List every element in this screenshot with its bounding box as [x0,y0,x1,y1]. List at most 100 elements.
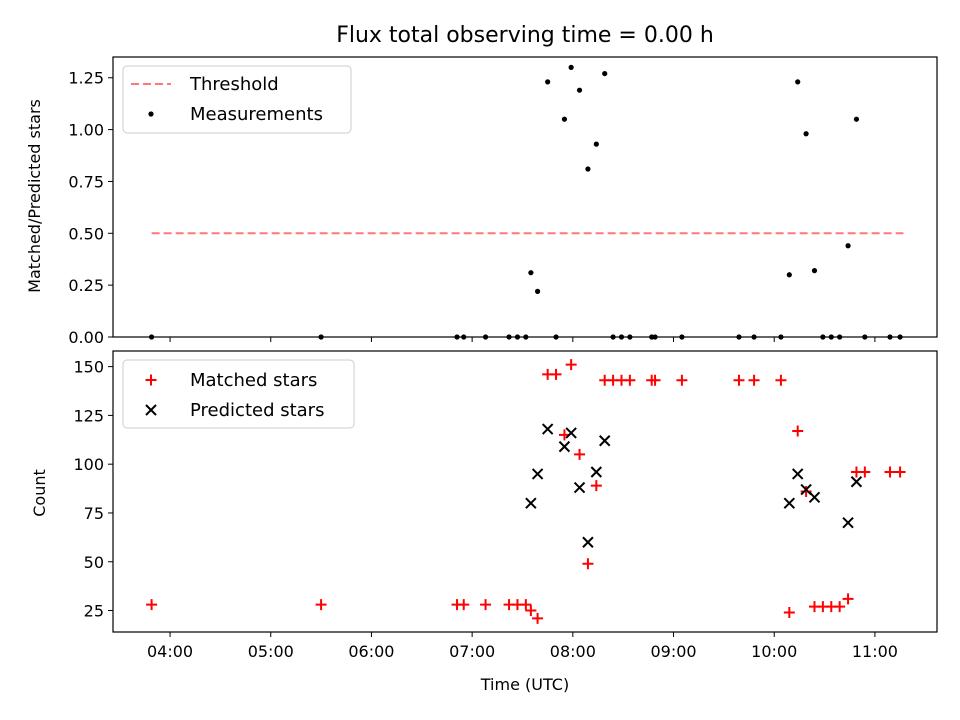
measurement-point [506,334,512,340]
measurement-point [523,334,529,340]
measurement-point [482,334,489,340]
matched-star-point [676,374,688,386]
measurement-point [778,334,784,340]
measurement-point [561,116,568,122]
y-tick-label: 25 [84,602,104,621]
matched-star-point [775,374,787,386]
top-chart-title: Flux total observing time = 0.00 h [336,23,714,48]
measurement-point [602,70,608,77]
bottom-chart-ylabel: Count [30,469,49,517]
predicted-star-point [565,427,577,439]
legend-threshold-label: Threshold [189,74,279,95]
measurement-point [568,64,574,70]
matched-star-point [582,558,594,570]
matched-star-point [733,374,745,386]
measurement-point [534,288,541,294]
measurement-point [751,334,757,340]
legend-measurements-label: Measurements [190,104,323,125]
y-tick-label: 50 [84,553,104,572]
measurement-point [795,79,801,85]
y-tick-label: 1.00 [68,121,104,140]
matched-star-point [894,466,906,478]
legend-matched-swatch [145,374,157,386]
measurement-point [811,268,818,274]
measurement-point [514,334,521,340]
x-tick-label: 04:00 [147,642,193,661]
measurement-point [553,334,559,340]
y-tick-label: 75 [84,504,104,523]
matched-star-point [315,599,327,611]
top-legend-box [122,65,352,134]
measurement-point [528,270,534,276]
measurement-point [837,334,843,340]
x-tick-label: 05:00 [248,642,294,661]
matched-star-point [574,448,586,460]
measurement-point [627,334,633,340]
matched-star-point [520,599,532,611]
measurement-point [652,334,658,340]
legend-predicted-label: Predicted stars [190,400,324,421]
matched-star-point [783,606,795,618]
measurement-point [585,166,591,172]
predicted-star-point [850,476,863,488]
legend-predicted-swatch [145,404,157,416]
measurement-point [887,334,893,340]
measurement-point [618,334,625,340]
predicted-star-point [525,497,537,509]
predicted-star-point [558,440,571,453]
measurement-point [736,334,742,340]
matched-star-point [525,605,537,617]
matched-star-point [565,359,577,371]
matched-star-point [480,599,492,611]
predicted-star-point [590,466,603,478]
matched-star-point [458,599,470,611]
y-tick-label: 0.00 [68,328,104,347]
measurement-point [610,334,616,340]
measurement-point [786,272,792,278]
x-tick-label: 09:00 [650,642,696,661]
measurement-point [820,334,826,340]
predicted-star-point [599,435,611,447]
matched-star-point [532,612,544,624]
matched-star-point [550,368,562,380]
matched-star-point [884,466,896,478]
x-tick-label: 08:00 [550,642,596,661]
legend-measurements-swatch [148,111,154,117]
y-tick-label: 150 [73,358,104,377]
bottom-plot-area: 25 50 75 100 125 150 04:00 05:00 06:00 07:00 08:00… [73,350,938,661]
plot-frame [112,350,938,633]
matched-star-point [146,599,158,611]
measurement-point [862,334,868,340]
x-tick-label: 06:00 [348,642,394,661]
x-tick-label: 11:00 [852,642,898,661]
predicted-star-point [808,491,821,504]
measurement-point [897,334,903,340]
y-tick-label: 1.25 [68,69,104,88]
y-tick-label: 0.25 [68,276,104,295]
measurement-point [828,334,834,340]
top-plot-area: 0.00 0.25 0.50 0.75 1.00 1.25 Threshold Measure… [68,56,938,347]
matched-star-point [649,374,661,386]
measurement-point [318,334,324,340]
matched-star-point [842,593,854,605]
y-tick-label: 125 [73,406,104,425]
predicted-star-point [573,481,586,494]
matched-star-point [834,601,846,613]
matched-star-point [792,425,804,437]
matched-star-point [624,374,636,386]
legend-matched-label: Matched stars [190,370,317,391]
x-tick-label: 10:00 [751,642,797,661]
measurement-point [576,87,583,93]
matched-star-point [748,374,760,386]
measurement-point [545,79,551,85]
y-tick-label: 0.75 [68,172,104,191]
measurement-point [461,334,467,340]
measurement-point [148,334,155,340]
bottom-chart-xlabel: Time (UTC) [480,675,569,694]
matched-star-point [800,486,812,497]
bottom-legend-box [122,359,355,429]
y-tick-label: 100 [73,455,104,474]
predicted-star-point [792,468,804,480]
measurement-point [803,131,809,137]
